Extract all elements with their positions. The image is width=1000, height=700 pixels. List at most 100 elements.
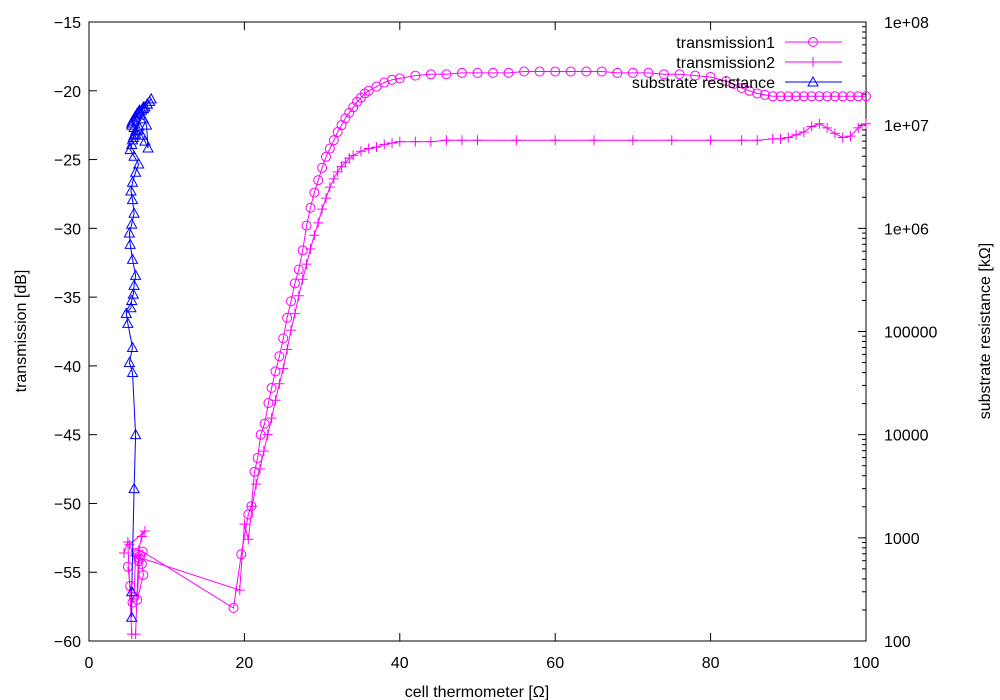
data-point xyxy=(355,146,366,157)
data-point xyxy=(441,69,452,80)
data-point xyxy=(783,91,794,102)
legend-marker xyxy=(808,57,818,67)
data-point xyxy=(736,135,747,146)
data-point xyxy=(336,161,347,172)
data-point xyxy=(135,129,148,140)
data-point xyxy=(861,91,871,102)
data-point xyxy=(127,131,140,142)
data-point xyxy=(845,91,856,102)
data-point xyxy=(313,175,324,186)
data-point xyxy=(125,294,138,305)
x-tick-label: 0 xyxy=(85,655,94,672)
data-point xyxy=(853,122,864,133)
y2-axis-label: substrate resistance [kΩ] xyxy=(977,243,994,419)
data-point xyxy=(126,253,139,264)
data-point xyxy=(690,70,701,81)
data-point xyxy=(371,142,382,153)
data-point xyxy=(511,135,522,146)
data-point xyxy=(387,74,398,85)
data-point xyxy=(293,290,304,301)
data-point xyxy=(247,501,258,512)
data-point xyxy=(139,135,151,146)
data-point xyxy=(488,67,499,78)
data-point xyxy=(328,135,339,146)
y2-tick-label: 1e+08 xyxy=(884,15,929,32)
data-point xyxy=(759,89,770,100)
data-point xyxy=(728,78,739,89)
data-point xyxy=(282,344,293,355)
data-point xyxy=(145,92,158,104)
data-point xyxy=(126,176,139,187)
data-point xyxy=(128,150,140,161)
x-tick-label: 40 xyxy=(391,655,409,672)
data-point xyxy=(814,118,825,129)
data-point xyxy=(236,549,247,560)
data-point xyxy=(519,66,530,77)
data-point xyxy=(129,550,140,561)
y-tick-label: −60 xyxy=(54,634,81,651)
data-point xyxy=(136,558,147,569)
legend-label: transmission2 xyxy=(676,55,775,72)
y-tick-label: −25 xyxy=(54,153,81,170)
data-point xyxy=(775,91,786,102)
data-point xyxy=(379,139,390,150)
data-point xyxy=(297,274,308,285)
data-point xyxy=(503,67,514,78)
data-point xyxy=(410,70,421,81)
data-point xyxy=(289,308,300,319)
data-point xyxy=(752,88,763,99)
data-point xyxy=(410,136,421,147)
data-point xyxy=(137,112,150,124)
data-point xyxy=(550,66,561,77)
data-point xyxy=(301,259,312,270)
data-point xyxy=(251,479,262,490)
data-point xyxy=(139,525,150,536)
data-point xyxy=(130,629,141,640)
data-point xyxy=(125,119,138,130)
data-point xyxy=(133,545,144,556)
legend-marker xyxy=(808,37,818,47)
data-point xyxy=(348,102,359,113)
data-point xyxy=(122,536,133,547)
data-point xyxy=(666,135,677,146)
data-point xyxy=(129,591,140,602)
data-point xyxy=(263,398,274,409)
data-point xyxy=(783,132,794,143)
data-point xyxy=(228,602,239,613)
data-point xyxy=(853,91,864,102)
data-point xyxy=(581,66,592,77)
series-transmission2 xyxy=(118,118,871,640)
data-point xyxy=(305,243,316,254)
y-tick-label: −30 xyxy=(54,221,81,238)
data-point xyxy=(266,413,277,424)
data-point xyxy=(775,133,786,144)
y-tick-label: −40 xyxy=(54,359,81,376)
data-point xyxy=(705,135,716,146)
data-point xyxy=(791,91,802,102)
data-point xyxy=(441,135,452,146)
data-point xyxy=(138,569,149,580)
data-point xyxy=(132,120,145,131)
data-point xyxy=(317,204,328,215)
data-point xyxy=(266,382,277,393)
y-tick-label: −50 xyxy=(54,496,81,513)
data-point xyxy=(425,136,436,147)
data-point xyxy=(791,129,802,140)
data-point xyxy=(332,166,343,177)
data-point xyxy=(125,611,138,622)
series-layer xyxy=(118,66,871,640)
y2-tick-label: 1e+07 xyxy=(884,118,929,135)
data-point xyxy=(612,67,623,78)
data-point xyxy=(293,264,304,275)
data-point xyxy=(837,91,848,102)
data-point xyxy=(125,184,137,196)
data-point xyxy=(822,122,833,133)
data-point xyxy=(387,138,398,149)
data-point xyxy=(286,325,297,336)
data-point xyxy=(324,182,335,193)
data-point xyxy=(394,136,405,147)
data-point xyxy=(234,585,245,596)
series-substrate-resistance xyxy=(120,92,158,622)
axis-tick-labels: 0 20 40 60 80 100 −60 −55 −50 −45 −40 −35 −30 −25 −20 −… xyxy=(54,15,938,672)
